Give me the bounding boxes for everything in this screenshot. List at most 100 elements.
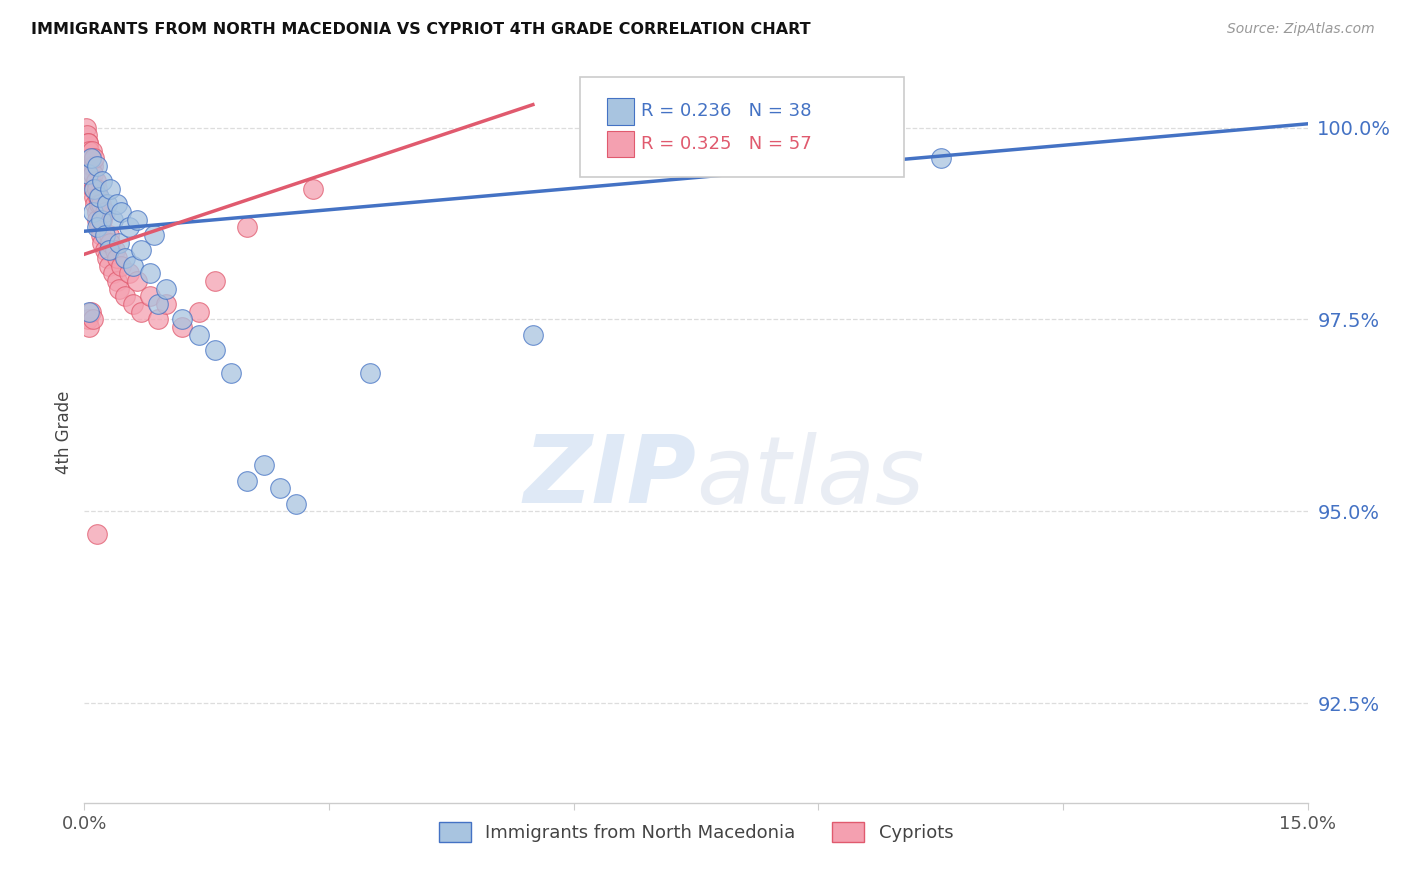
- Point: [91, 212, 114, 227]
- Point: [86, 220, 108, 235]
- Point: [97, 228, 120, 243]
- Point: [269, 481, 291, 495]
- Point: [82, 167, 104, 181]
- Point: [77, 136, 100, 150]
- Point: [107, 235, 129, 250]
- Text: ZIP: ZIP: [523, 431, 696, 523]
- Point: [101, 212, 124, 227]
- Point: [82, 159, 104, 173]
- Point: [84, 197, 107, 211]
- Point: [122, 297, 145, 311]
- Text: IMMIGRANTS FROM NORTH MACEDONIA VS CYPRIOT 4TH GRADE CORRELATION CHART: IMMIGRANTS FROM NORTH MACEDONIA VS CYPRI…: [31, 22, 810, 37]
- Point: [80, 159, 103, 173]
- Point: [253, 458, 276, 473]
- Point: [96, 197, 118, 211]
- Point: [87, 190, 110, 204]
- Point: [77, 305, 100, 319]
- Point: [86, 527, 108, 541]
- Point: [77, 152, 100, 166]
- Point: [172, 320, 194, 334]
- Point: [187, 327, 209, 342]
- Point: [97, 244, 120, 258]
- Point: [105, 197, 128, 211]
- Point: [127, 274, 149, 288]
- Point: [142, 228, 165, 243]
- Point: [146, 312, 169, 326]
- Point: [80, 174, 103, 188]
- FancyBboxPatch shape: [579, 78, 904, 178]
- Point: [155, 282, 177, 296]
- Point: [359, 366, 381, 380]
- Point: [90, 228, 112, 243]
- Point: [107, 282, 129, 296]
- Text: atlas: atlas: [696, 432, 924, 523]
- Point: [105, 251, 128, 265]
- Point: [80, 144, 103, 158]
- Point: [104, 244, 127, 258]
- Point: [80, 152, 103, 166]
- Point: [97, 259, 120, 273]
- Y-axis label: 4th Grade: 4th Grade: [55, 391, 73, 475]
- Point: [77, 167, 100, 181]
- Text: R = 0.325   N = 57: R = 0.325 N = 57: [641, 135, 811, 153]
- Point: [82, 205, 104, 219]
- Legend: Immigrants from North Macedonia, Cypriots: Immigrants from North Macedonia, Cypriot…: [432, 815, 960, 849]
- Bar: [606, 130, 634, 157]
- Point: [204, 343, 226, 358]
- Text: Source: ZipAtlas.com: Source: ZipAtlas.com: [1227, 22, 1375, 37]
- Point: [87, 220, 110, 235]
- Point: [114, 251, 136, 265]
- Point: [77, 144, 100, 158]
- Point: [100, 182, 122, 196]
- Point: [96, 251, 118, 265]
- Point: [131, 305, 153, 319]
- Point: [87, 190, 110, 204]
- Point: [122, 259, 145, 273]
- Point: [86, 182, 108, 196]
- Point: [79, 152, 101, 166]
- Point: [80, 305, 103, 319]
- Point: [87, 197, 110, 211]
- Point: [91, 235, 114, 250]
- Bar: [606, 98, 634, 125]
- Point: [146, 297, 169, 311]
- Point: [100, 235, 122, 250]
- Point: [236, 474, 259, 488]
- Point: [929, 152, 952, 166]
- Point: [285, 497, 308, 511]
- Point: [131, 244, 153, 258]
- Point: [522, 327, 544, 342]
- Point: [76, 312, 98, 326]
- Point: [76, 136, 98, 150]
- Point: [83, 152, 105, 166]
- Point: [90, 197, 112, 211]
- Point: [236, 220, 259, 235]
- Point: [86, 212, 108, 227]
- Point: [84, 174, 107, 188]
- Point: [83, 182, 105, 196]
- Point: [86, 205, 108, 219]
- Point: [138, 289, 160, 303]
- Point: [114, 289, 136, 303]
- Point: [204, 274, 226, 288]
- Point: [118, 267, 141, 281]
- Text: R = 0.236   N = 38: R = 0.236 N = 38: [641, 103, 811, 120]
- Point: [82, 312, 104, 326]
- Point: [219, 366, 242, 380]
- Point: [90, 212, 112, 227]
- Point: [82, 182, 104, 196]
- Point: [93, 205, 115, 219]
- Point: [91, 174, 114, 188]
- Point: [86, 159, 108, 173]
- Point: [75, 120, 97, 135]
- Point: [77, 320, 100, 334]
- Point: [93, 244, 115, 258]
- Point: [93, 228, 115, 243]
- Point: [83, 190, 105, 204]
- Point: [172, 312, 194, 326]
- Point: [138, 267, 160, 281]
- Point: [155, 297, 177, 311]
- Point: [118, 220, 141, 235]
- Point: [105, 274, 128, 288]
- Point: [76, 128, 98, 143]
